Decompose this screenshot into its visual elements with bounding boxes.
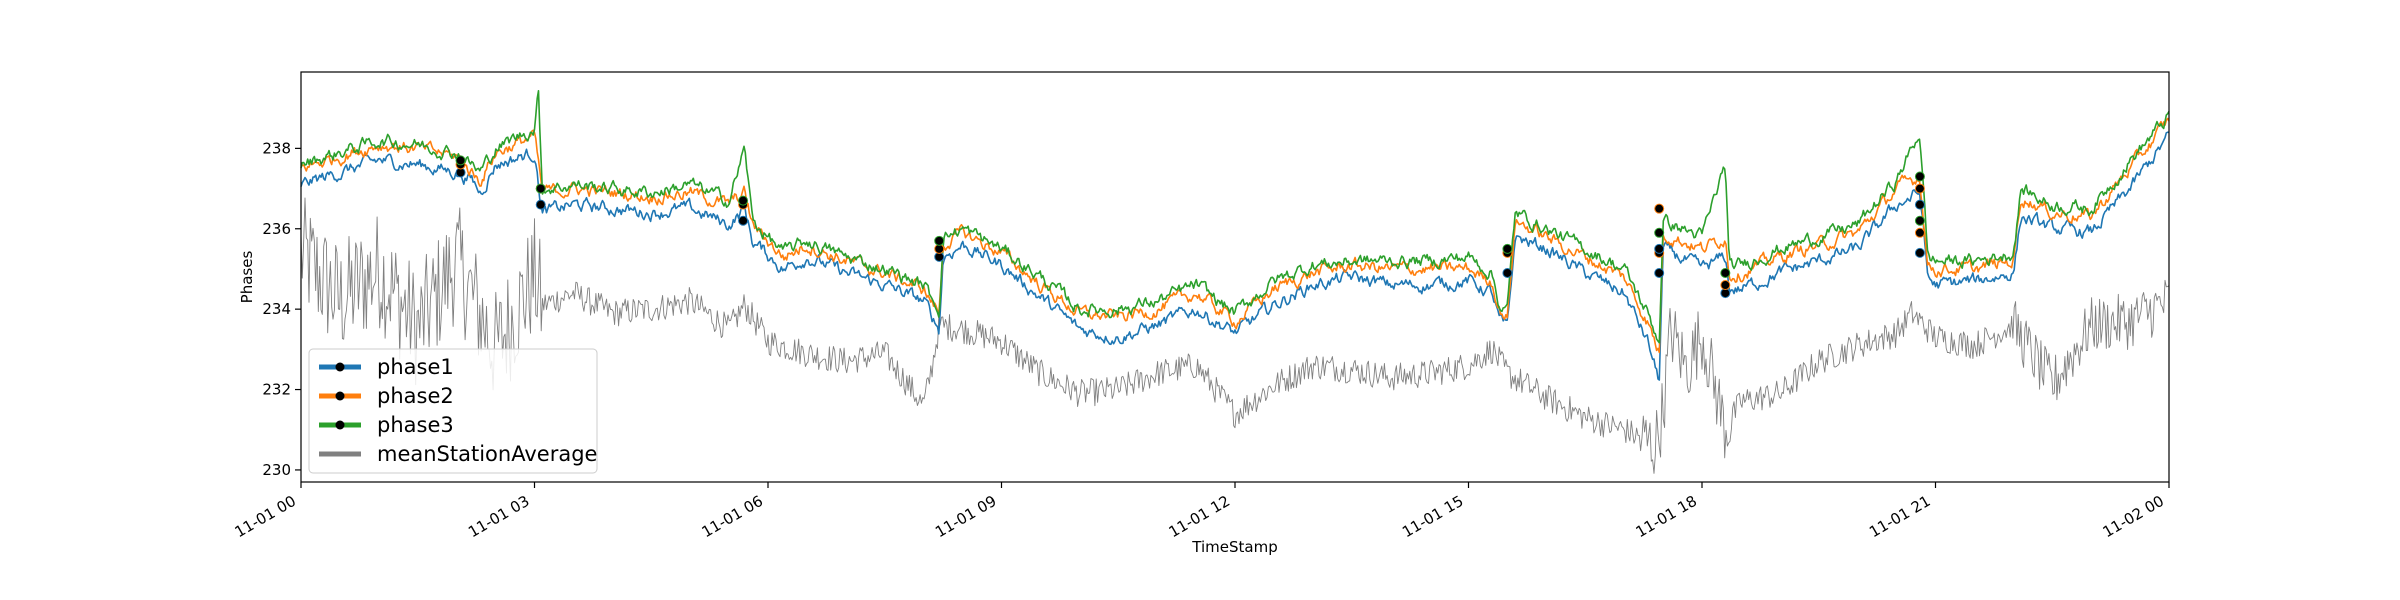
series-line-meanStationAverage [300, 197, 2170, 474]
outlier-marker [738, 215, 749, 226]
outlier-marker [1914, 183, 1925, 194]
legend-marker-phase3 [335, 420, 345, 430]
series-line-phase2 [300, 117, 2170, 354]
outlier-marker [1654, 227, 1665, 238]
outlier-marker [1914, 199, 1925, 210]
legend-items: phase1 phase2 phase3 meanStationAverage [319, 355, 597, 466]
outlier-marker [455, 155, 466, 166]
outlier-marker [1914, 227, 1925, 238]
series-line-phase1 [300, 131, 2170, 381]
legend-marker-phase2 [335, 391, 345, 401]
x-axis-label: TimeStamp [1191, 538, 1277, 556]
outlier-marker [535, 199, 546, 210]
legend-label-phase1: phase1 [377, 355, 454, 379]
outlier-marker [1720, 267, 1731, 278]
y-tick-label: 238 [262, 139, 291, 157]
outlier-marker [1502, 267, 1513, 278]
outlier-marker [1914, 215, 1925, 226]
legend-label-phase3: phase3 [377, 413, 454, 437]
outlier-marker [1654, 267, 1665, 278]
outlier-marker [1654, 243, 1665, 254]
outlier-marker [1502, 243, 1513, 254]
legend-box [308, 348, 598, 474]
y-axis-ticks: 230 232 234 236 238 [262, 139, 301, 479]
y-tick-label: 232 [262, 381, 291, 399]
outlier-marker [1914, 247, 1925, 258]
outlier-marker [1914, 171, 1925, 182]
outlier-marker [934, 235, 945, 246]
legend-label-meanStationAverage: meanStationAverage [377, 442, 597, 466]
legend: phase1 phase2 phase3 meanStationAverage [308, 348, 598, 474]
outlier-marker [1654, 203, 1665, 214]
y-axis-label: Phases [238, 251, 256, 304]
marker-layer [455, 155, 1925, 299]
y-tick-label: 230 [262, 461, 291, 479]
outlier-marker [738, 195, 749, 206]
series-layer [300, 90, 2170, 474]
outlier-marker [1720, 280, 1731, 291]
legend-marker-phase1 [335, 362, 345, 372]
y-tick-label: 236 [262, 220, 291, 238]
series-line-phase3 [300, 90, 2170, 344]
outlier-marker [535, 183, 546, 194]
legend-label-phase2: phase2 [377, 384, 454, 408]
y-tick-label: 234 [262, 300, 291, 318]
